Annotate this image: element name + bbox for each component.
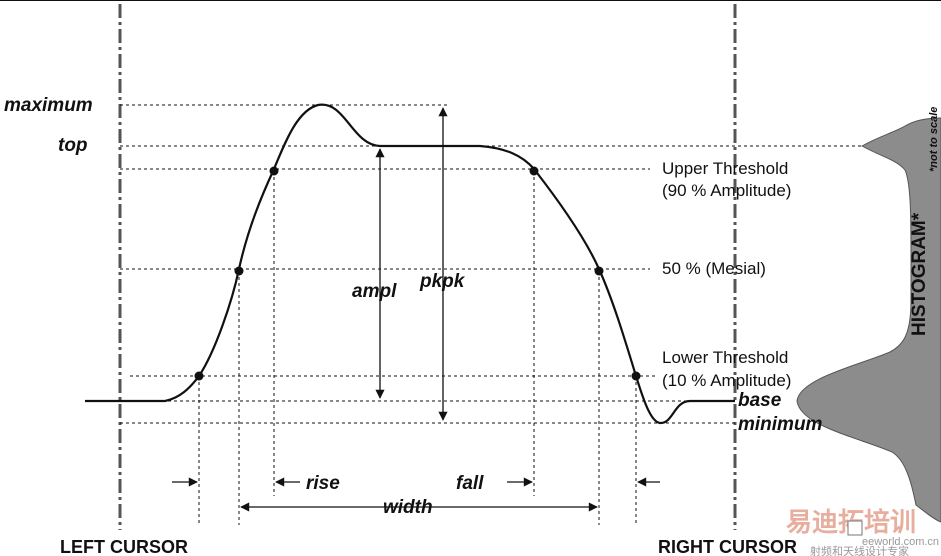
rise-label: rise (306, 473, 340, 494)
crossing-point-lower-rise (194, 371, 204, 381)
top-label: top (58, 135, 88, 156)
crossing-point-lower-fall (631, 371, 641, 381)
upper-threshold-label: Upper Threshold (662, 159, 788, 178)
maximum-label: maximum (4, 95, 93, 116)
lower-threshold-sub-label: (10 % Amplitude) (662, 371, 791, 390)
width-label: width (383, 497, 433, 518)
minimum-label: minimum (738, 414, 823, 435)
fall-label: fall (456, 473, 484, 494)
reference-levels (120, 104, 865, 424)
left-cursor-label: LEFT CURSOR (60, 537, 188, 556)
upper-threshold-sub-label: (90 % Amplitude) (662, 181, 791, 200)
mesial-label: 50 % (Mesial) (662, 259, 766, 278)
crossing-drop-lines (198, 171, 637, 525)
crossing-points (194, 166, 641, 381)
lower-threshold-label: Lower Threshold (662, 348, 788, 367)
crossing-point-upper-fall (529, 166, 539, 176)
ampl-label: ampl (352, 281, 397, 302)
timing-arrows (172, 477, 660, 512)
histogram-shape (796, 117, 941, 523)
watermark-site: eeworld.com.cn (862, 536, 939, 548)
right-cursor-label: RIGHT CURSOR (658, 537, 797, 556)
crossing-point-upper-rise (269, 166, 279, 176)
watermark-logo (847, 520, 863, 536)
histogram-label: HISTOGRAM* (909, 212, 930, 336)
watermark: 易迪拓培训 eeworld.com.cn 射频和天线设计专家 (786, 507, 939, 556)
pkpk-label: pkpk (419, 271, 466, 292)
crossing-point-mesial-rise (234, 266, 244, 276)
histogram-note-label: *not to scale (928, 107, 940, 172)
base-label: base (738, 390, 782, 411)
watermark-subtitle: 射频和天线设计专家 (810, 544, 909, 556)
crossing-point-mesial-fall (594, 266, 604, 276)
